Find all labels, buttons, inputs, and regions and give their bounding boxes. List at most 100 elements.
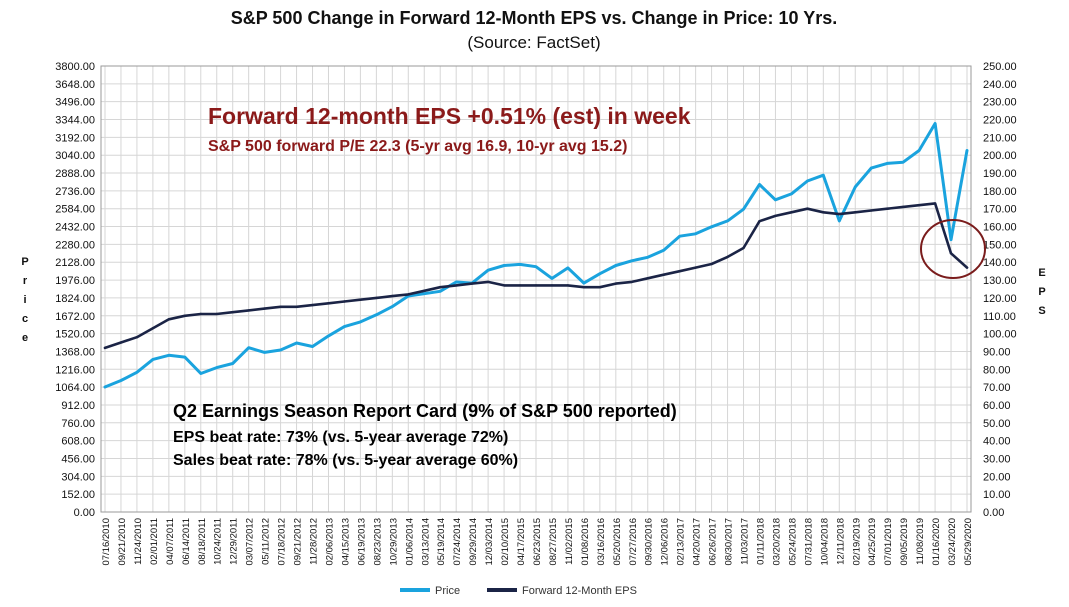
y-tick-label: 760.00 [61, 418, 95, 430]
price-data-point [901, 161, 905, 164]
eps-data-point [295, 305, 298, 308]
x-tick-label: 01/16/2020 [931, 518, 942, 566]
price-data-point [311, 345, 314, 348]
y2-tick-label: 40.00 [983, 436, 1011, 448]
y-tick-label: 3648.00 [55, 79, 95, 91]
y-tick-label: 1520.00 [55, 329, 95, 341]
eps-data-point [327, 302, 330, 305]
price-data-point [247, 346, 250, 349]
y2-tick-label: 140.00 [983, 257, 1017, 269]
x-tick-label: 09/05/2019 [899, 518, 910, 566]
y-tick-label: 152.00 [61, 489, 95, 501]
x-tick-label: 02/01/2011 [149, 518, 160, 565]
y2-tick-label: 0.00 [983, 507, 1004, 519]
eps-data-point [742, 246, 745, 250]
price-data-point [518, 263, 522, 266]
price-data-point [215, 366, 218, 369]
x-tick-label: 12/11/2018 [835, 518, 846, 565]
eps-data-point [343, 300, 346, 303]
y-axis-label-char: P [21, 256, 28, 268]
x-tick-label: 10/24/2011 [213, 518, 224, 565]
x-tick-label: 05/20/2016 [612, 518, 623, 566]
y2-tick-label: 20.00 [983, 471, 1011, 483]
eps-data-point [103, 346, 107, 350]
eps-data-point [630, 280, 633, 284]
y2-axis-label-char: E [1038, 267, 1045, 279]
x-tick-label: 04/25/2019 [867, 518, 878, 566]
x-tick-label: 11/28/2012 [309, 518, 320, 565]
price-data-point [822, 174, 825, 177]
eps-data-point [215, 312, 218, 316]
eps-data-point [582, 286, 586, 289]
price-data-point [199, 372, 202, 375]
price-data-point [375, 313, 378, 316]
eps-data-point [455, 284, 458, 287]
x-tick-label: 03/20/2018 [771, 518, 782, 566]
y-tick-label: 3800.00 [55, 61, 95, 73]
x-tick-label: 09/21/2012 [293, 518, 304, 566]
eps-drop-highlight-circle [920, 219, 986, 279]
price-data-point [838, 219, 841, 223]
y-tick-label: 1216.00 [55, 364, 95, 376]
eps-data-point [439, 286, 442, 289]
y-tick-label: 3496.00 [55, 97, 95, 109]
price-data-point [263, 351, 266, 354]
price-data-point [566, 266, 570, 270]
eps-data-point [486, 280, 490, 284]
eps-data-point [470, 282, 474, 285]
eps-data-point [119, 341, 123, 344]
x-tick-label: 03/16/2016 [596, 518, 607, 566]
price-data-point [391, 305, 394, 308]
price-data-point [790, 192, 793, 196]
y2-tick-label: 240.00 [983, 79, 1017, 91]
y-tick-label: 3344.00 [55, 115, 95, 127]
y-tick-label: 2432.00 [55, 222, 95, 234]
y2-tick-label: 250.00 [983, 61, 1017, 73]
y2-tick-label: 80.00 [983, 364, 1011, 376]
y2-tick-label: 190.00 [983, 168, 1017, 180]
eps-data-point [311, 303, 314, 307]
price-data-point [502, 264, 506, 267]
eps-data-point [694, 266, 697, 269]
eps-data-point [167, 318, 171, 321]
price-data-point [965, 149, 969, 152]
x-tick-label: 12/29/2011 [229, 518, 240, 565]
x-tick-label: 06/23/2015 [532, 518, 543, 566]
y2-axis-label-char: P [1038, 286, 1045, 298]
price-data-point [678, 235, 681, 238]
y2-tick-label: 220.00 [983, 115, 1017, 127]
x-tick-label: 04/20/2017 [692, 518, 703, 566]
x-tick-label: 08/30/2017 [724, 518, 735, 566]
y2-tick-label: 180.00 [983, 186, 1017, 198]
price-data-point [183, 355, 186, 359]
eps-headline-annotation: Forward 12-month EPS +0.51% (est) in wee… [208, 103, 691, 129]
eps-data-point [726, 255, 729, 259]
x-tick-label: 07/01/2019 [883, 518, 894, 566]
x-tick-label: 11/03/2017 [740, 518, 751, 565]
sales-beat-rate: Sales beat rate: 78% (vs. 5-year average… [173, 452, 518, 469]
x-tick-label: 11/24/2010 [133, 518, 144, 565]
eps-data-point [901, 205, 905, 209]
y2-tick-label: 90.00 [983, 346, 1011, 358]
pe-note-annotation: S&P 500 forward P/E 22.3 (5-yr avg 16.9,… [208, 138, 627, 155]
eps-data-point [279, 305, 282, 308]
eps-data-point [247, 309, 250, 312]
x-tick-label: 07/18/2012 [277, 518, 288, 566]
price-data-point [662, 249, 665, 252]
x-tick-label: 09/21/2010 [117, 518, 128, 566]
chart-subtitle: (Source: FactSet) [467, 33, 600, 52]
chart-title: S&P 500 Change in Forward 12-Month EPS v… [231, 8, 838, 28]
y-axis-label: Price [21, 256, 28, 344]
price-data-point [151, 358, 155, 361]
y-tick-label: 0.00 [74, 507, 95, 519]
price-data-point [550, 277, 554, 280]
legend: Price Forward 12-Month EPS [400, 585, 637, 597]
price-data-point [439, 290, 442, 293]
y2-tick-label: 50.00 [983, 418, 1011, 430]
y-tick-label: 3192.00 [55, 132, 95, 144]
price-data-point [231, 362, 234, 365]
x-tick-label: 11/02/2015 [564, 518, 575, 565]
y-axis-label-char: c [22, 313, 28, 325]
y-axis-label-char: e [22, 332, 28, 344]
